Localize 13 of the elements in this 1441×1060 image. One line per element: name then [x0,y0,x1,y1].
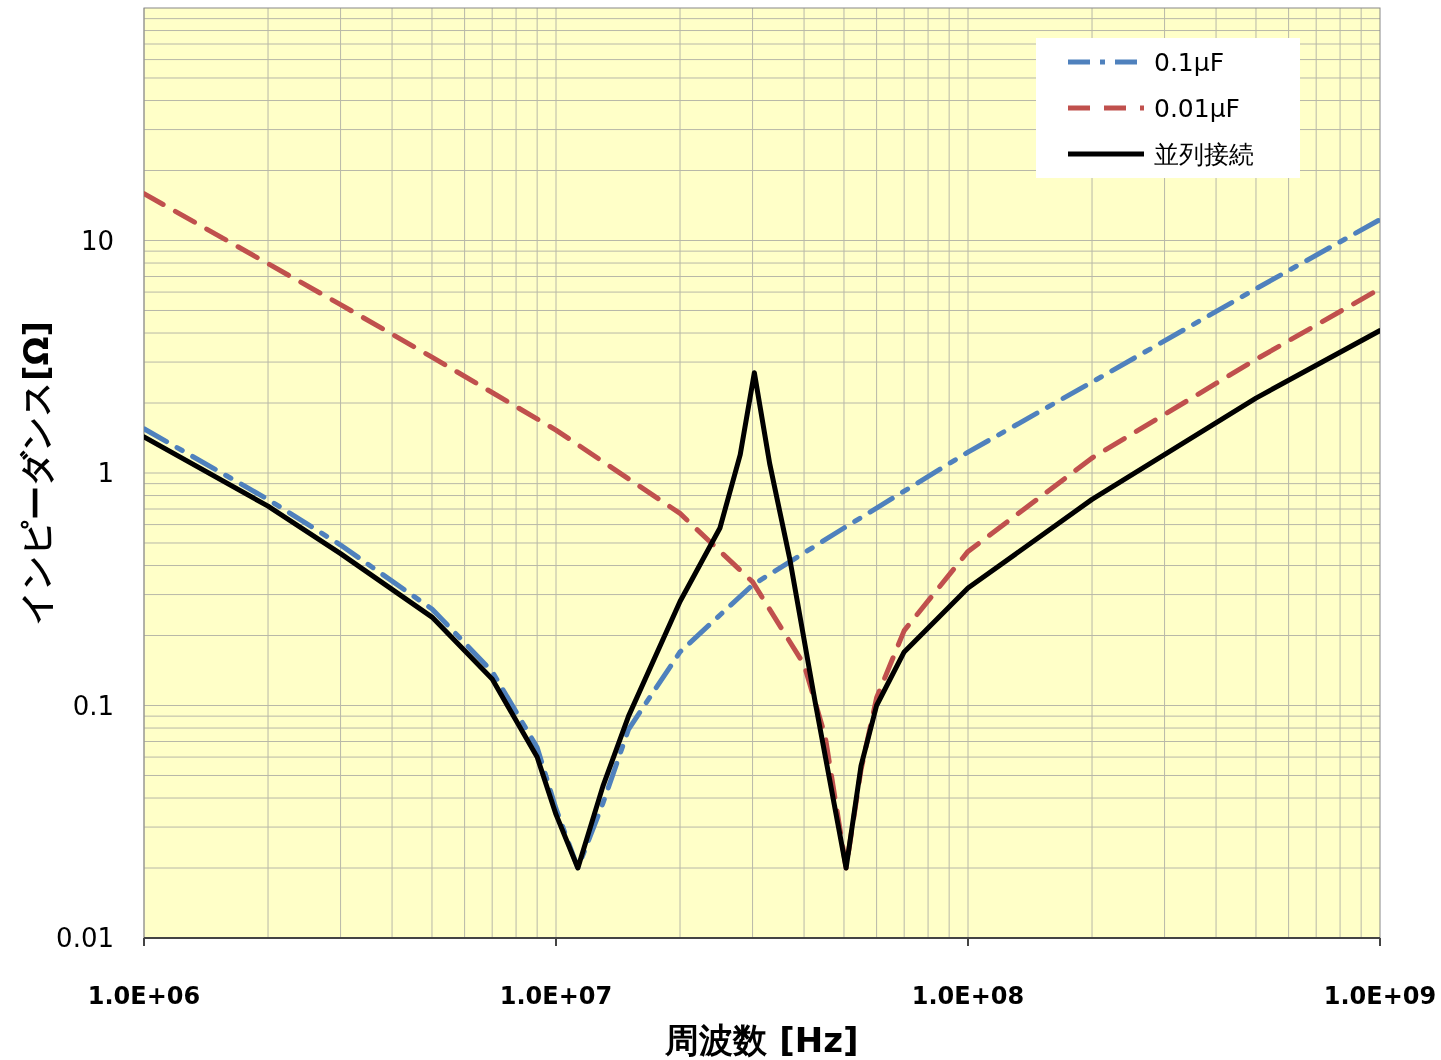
legend-label: 0.1μF [1154,48,1225,77]
xlabel: 周波数 [Hz] [665,1020,859,1060]
legend-label: 0.01μF [1154,94,1240,123]
ylabel: インピーダンス[Ω] [16,321,56,625]
xtick: 1.0E+09 [1323,982,1437,1010]
ytick: 1 [97,458,114,488]
xtick: 1.0E+06 [87,982,201,1010]
ytick: 10 [80,225,114,256]
ytick: 0.1 [72,690,114,721]
ytick: 0.01 [56,923,114,953]
xtick: 1.0E+08 [911,982,1025,1010]
legend-label: 並列接続 [1154,140,1254,169]
xtick: 1.0E+07 [499,982,613,1010]
